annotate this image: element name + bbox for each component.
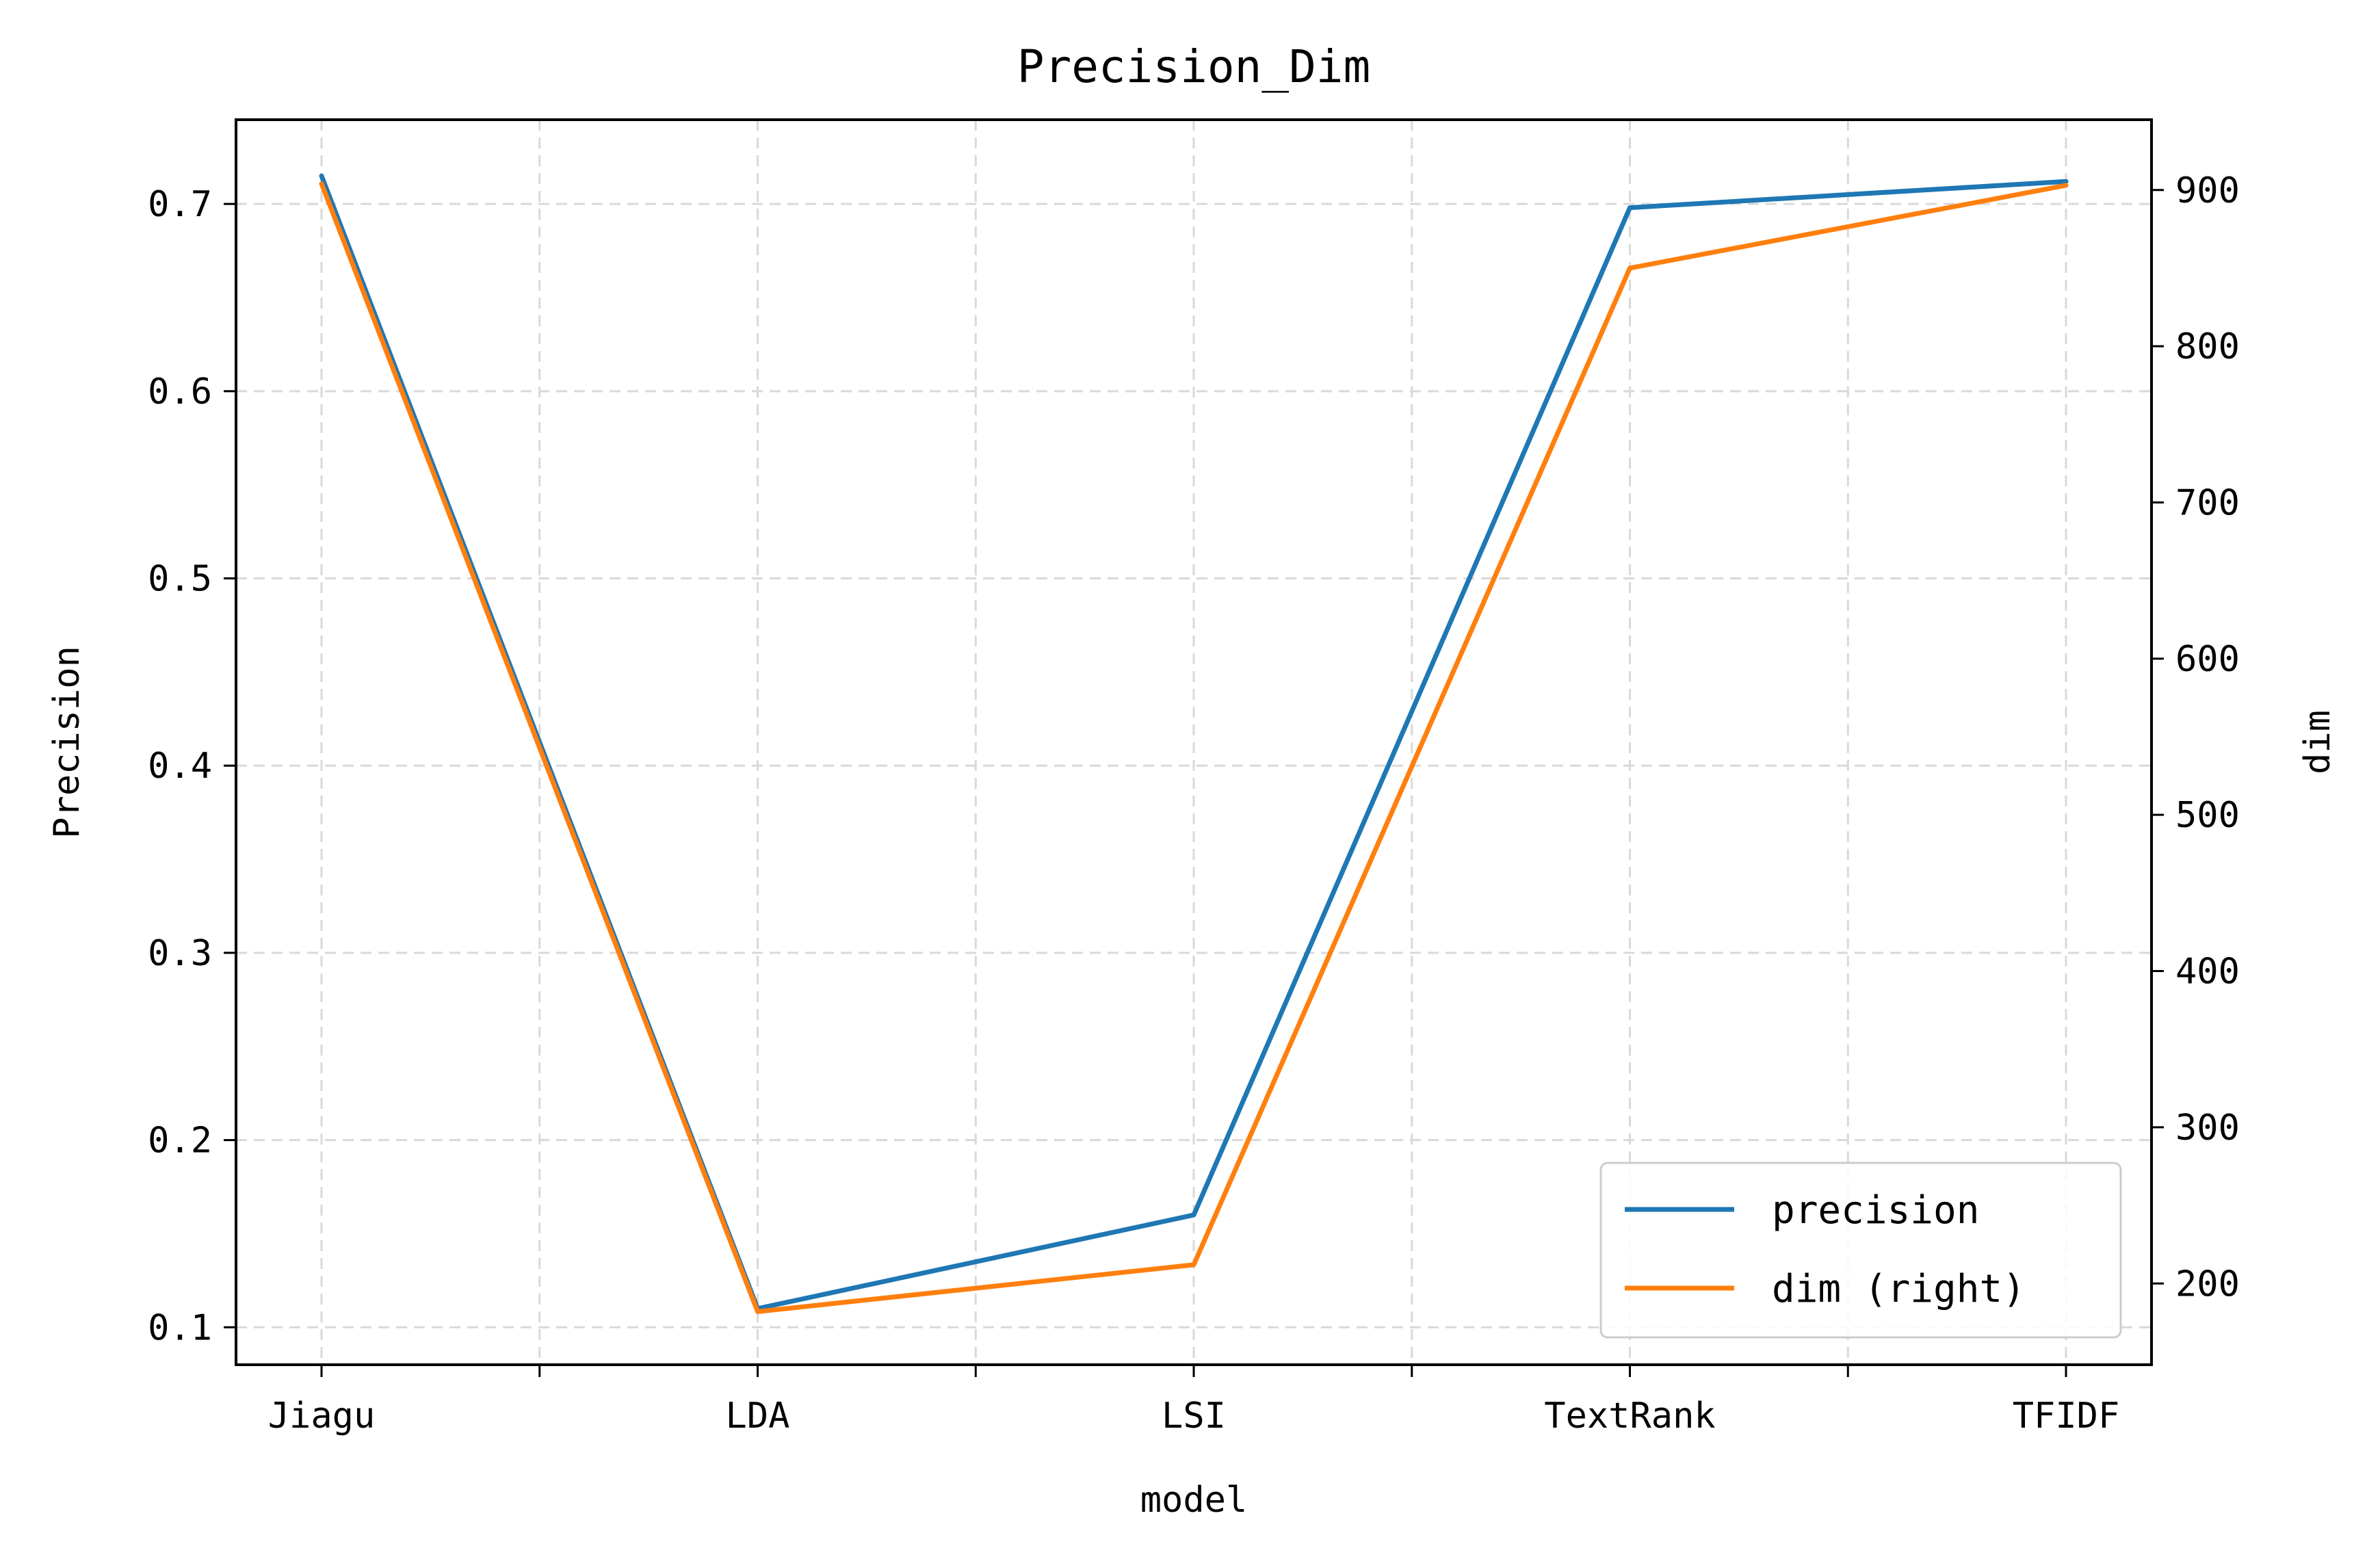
series-lines (319, 173, 2069, 1314)
y2-tick-label: 200 (2175, 1263, 2240, 1305)
y2-tick-label: 600 (2175, 639, 2240, 680)
x-tick-label: TextRank (1544, 1396, 1715, 1437)
y2-tick-label: 900 (2175, 170, 2240, 211)
y2-tick-label: 300 (2175, 1108, 2240, 1149)
chart-title: Precision_Dim (1017, 40, 1371, 93)
y-axis-label: Precision (47, 646, 88, 839)
legend-box (1599, 1162, 2122, 1339)
y2-tick-label: 400 (2175, 952, 2240, 993)
x-tick-label: LDA (726, 1396, 790, 1437)
series-line-dim (319, 181, 2069, 1314)
y-tick-label: 0.1 (148, 1307, 212, 1348)
y2-axis-label: dim (2297, 710, 2338, 774)
y-tick-label: 0.4 (148, 746, 212, 787)
legend-label: precision (1772, 1188, 1979, 1233)
y-tick-label: 0.5 (148, 559, 212, 600)
legend: precision dim (right) (1599, 1162, 2122, 1339)
x-tick-label: TFIDF (2013, 1396, 2120, 1437)
legend-label: dim (right) (1772, 1267, 2026, 1311)
x-tick-label: LSI (1162, 1396, 1226, 1437)
y2-tick-label: 500 (2175, 795, 2240, 836)
x-axis-label: model (1140, 1480, 1248, 1521)
y-tick-label: 0.7 (148, 184, 212, 225)
y-tick-label: 0.2 (148, 1121, 212, 1162)
y-tick-label: 0.3 (148, 933, 212, 974)
x-tick-label: Jiagu (268, 1396, 376, 1437)
axes: Jiagu LDA LSI TextRank TFIDF 0.1 0.2 0.3 0.4 0.5 0… (148, 170, 2240, 1437)
y-tick-label: 0.6 (148, 371, 212, 412)
y2-tick-label: 700 (2175, 482, 2240, 523)
y2-tick-label: 800 (2175, 326, 2240, 367)
